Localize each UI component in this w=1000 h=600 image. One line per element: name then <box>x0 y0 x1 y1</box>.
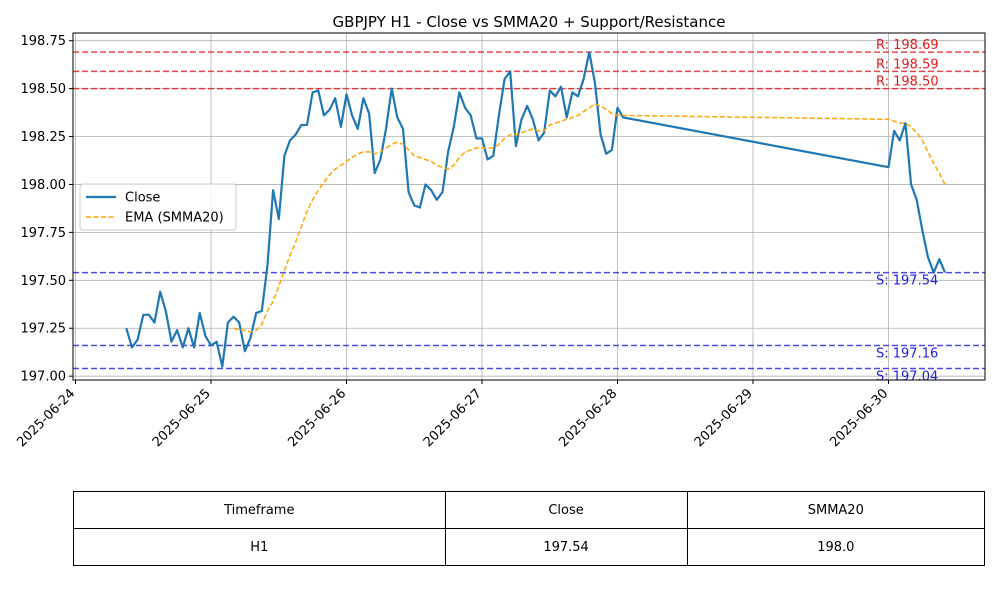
resistance-label: R: 198.59 <box>876 57 939 72</box>
legend-label: EMA (SMMA20) <box>125 211 224 226</box>
resistance-label: R: 198.69 <box>876 38 939 53</box>
close-line <box>125 51 947 368</box>
legend-label: Close <box>125 191 160 206</box>
chart: GBPJPY H1 - Close vs SMMA20 + Support/Re… <box>14 13 986 450</box>
y-tick-label: 197.75 <box>21 226 67 241</box>
value-close: 197.54 <box>444 528 688 566</box>
y-tick-label: 197.50 <box>21 274 67 289</box>
support-resistance-levels <box>73 51 985 370</box>
x-tick-label: 2025-06-25 <box>150 386 214 450</box>
support-label: S: 197.54 <box>876 274 938 289</box>
x-axis: 2025-06-24 2025-06-25 2025-06-26 2025-06-27… <box>14 380 891 450</box>
summary-table: Timeframe Close SMMA20 H1 197.54 198.0 <box>73 491 986 566</box>
x-tick-label: 2025-06-28 <box>556 386 620 450</box>
y-tick-label: 197.00 <box>21 370 67 385</box>
x-tick-label: 2025-06-26 <box>285 386 349 450</box>
y-axis: 197.00 197.25 197.50 197.75 198.00 198.25 198.… <box>21 34 73 385</box>
header-close: Close <box>444 491 688 529</box>
value-smma20: 198.0 <box>686 528 986 566</box>
summary-value-row: H1 197.54 198.0 <box>73 528 986 566</box>
header-timeframe: Timeframe <box>73 491 446 529</box>
series-lines <box>125 51 947 368</box>
resistance-label: R: 198.50 <box>876 75 939 90</box>
y-tick-label: 198.25 <box>21 130 67 145</box>
support-label: S: 197.04 <box>876 369 938 384</box>
summary-header-row: Timeframe Close SMMA20 <box>73 491 986 529</box>
y-tick-label: 198.00 <box>21 178 67 193</box>
plot-frame <box>72 32 986 381</box>
level-labels: R: 198.69 R: 198.59 R: 198.50 S: 197.54 S: 1… <box>876 38 939 384</box>
header-smma20: SMMA20 <box>686 491 986 529</box>
y-tick-label: 197.25 <box>21 322 67 337</box>
support-label: S: 197.16 <box>876 346 938 361</box>
smma20-line <box>233 103 946 333</box>
legend: Close EMA (SMMA20) <box>79 183 237 231</box>
legend-box <box>79 183 237 231</box>
y-tick-label: 198.50 <box>21 82 67 97</box>
x-tick-label: 2025-06-24 <box>14 386 78 450</box>
value-timeframe: H1 <box>73 528 446 566</box>
chart-title: GBPJPY H1 - Close vs SMMA20 + Support/Re… <box>333 13 726 31</box>
y-tick-label: 198.75 <box>21 34 67 49</box>
x-tick-label: 2025-06-30 <box>827 386 891 450</box>
x-tick-label: 2025-06-29 <box>692 386 756 450</box>
x-tick-label: 2025-06-27 <box>421 386 485 450</box>
